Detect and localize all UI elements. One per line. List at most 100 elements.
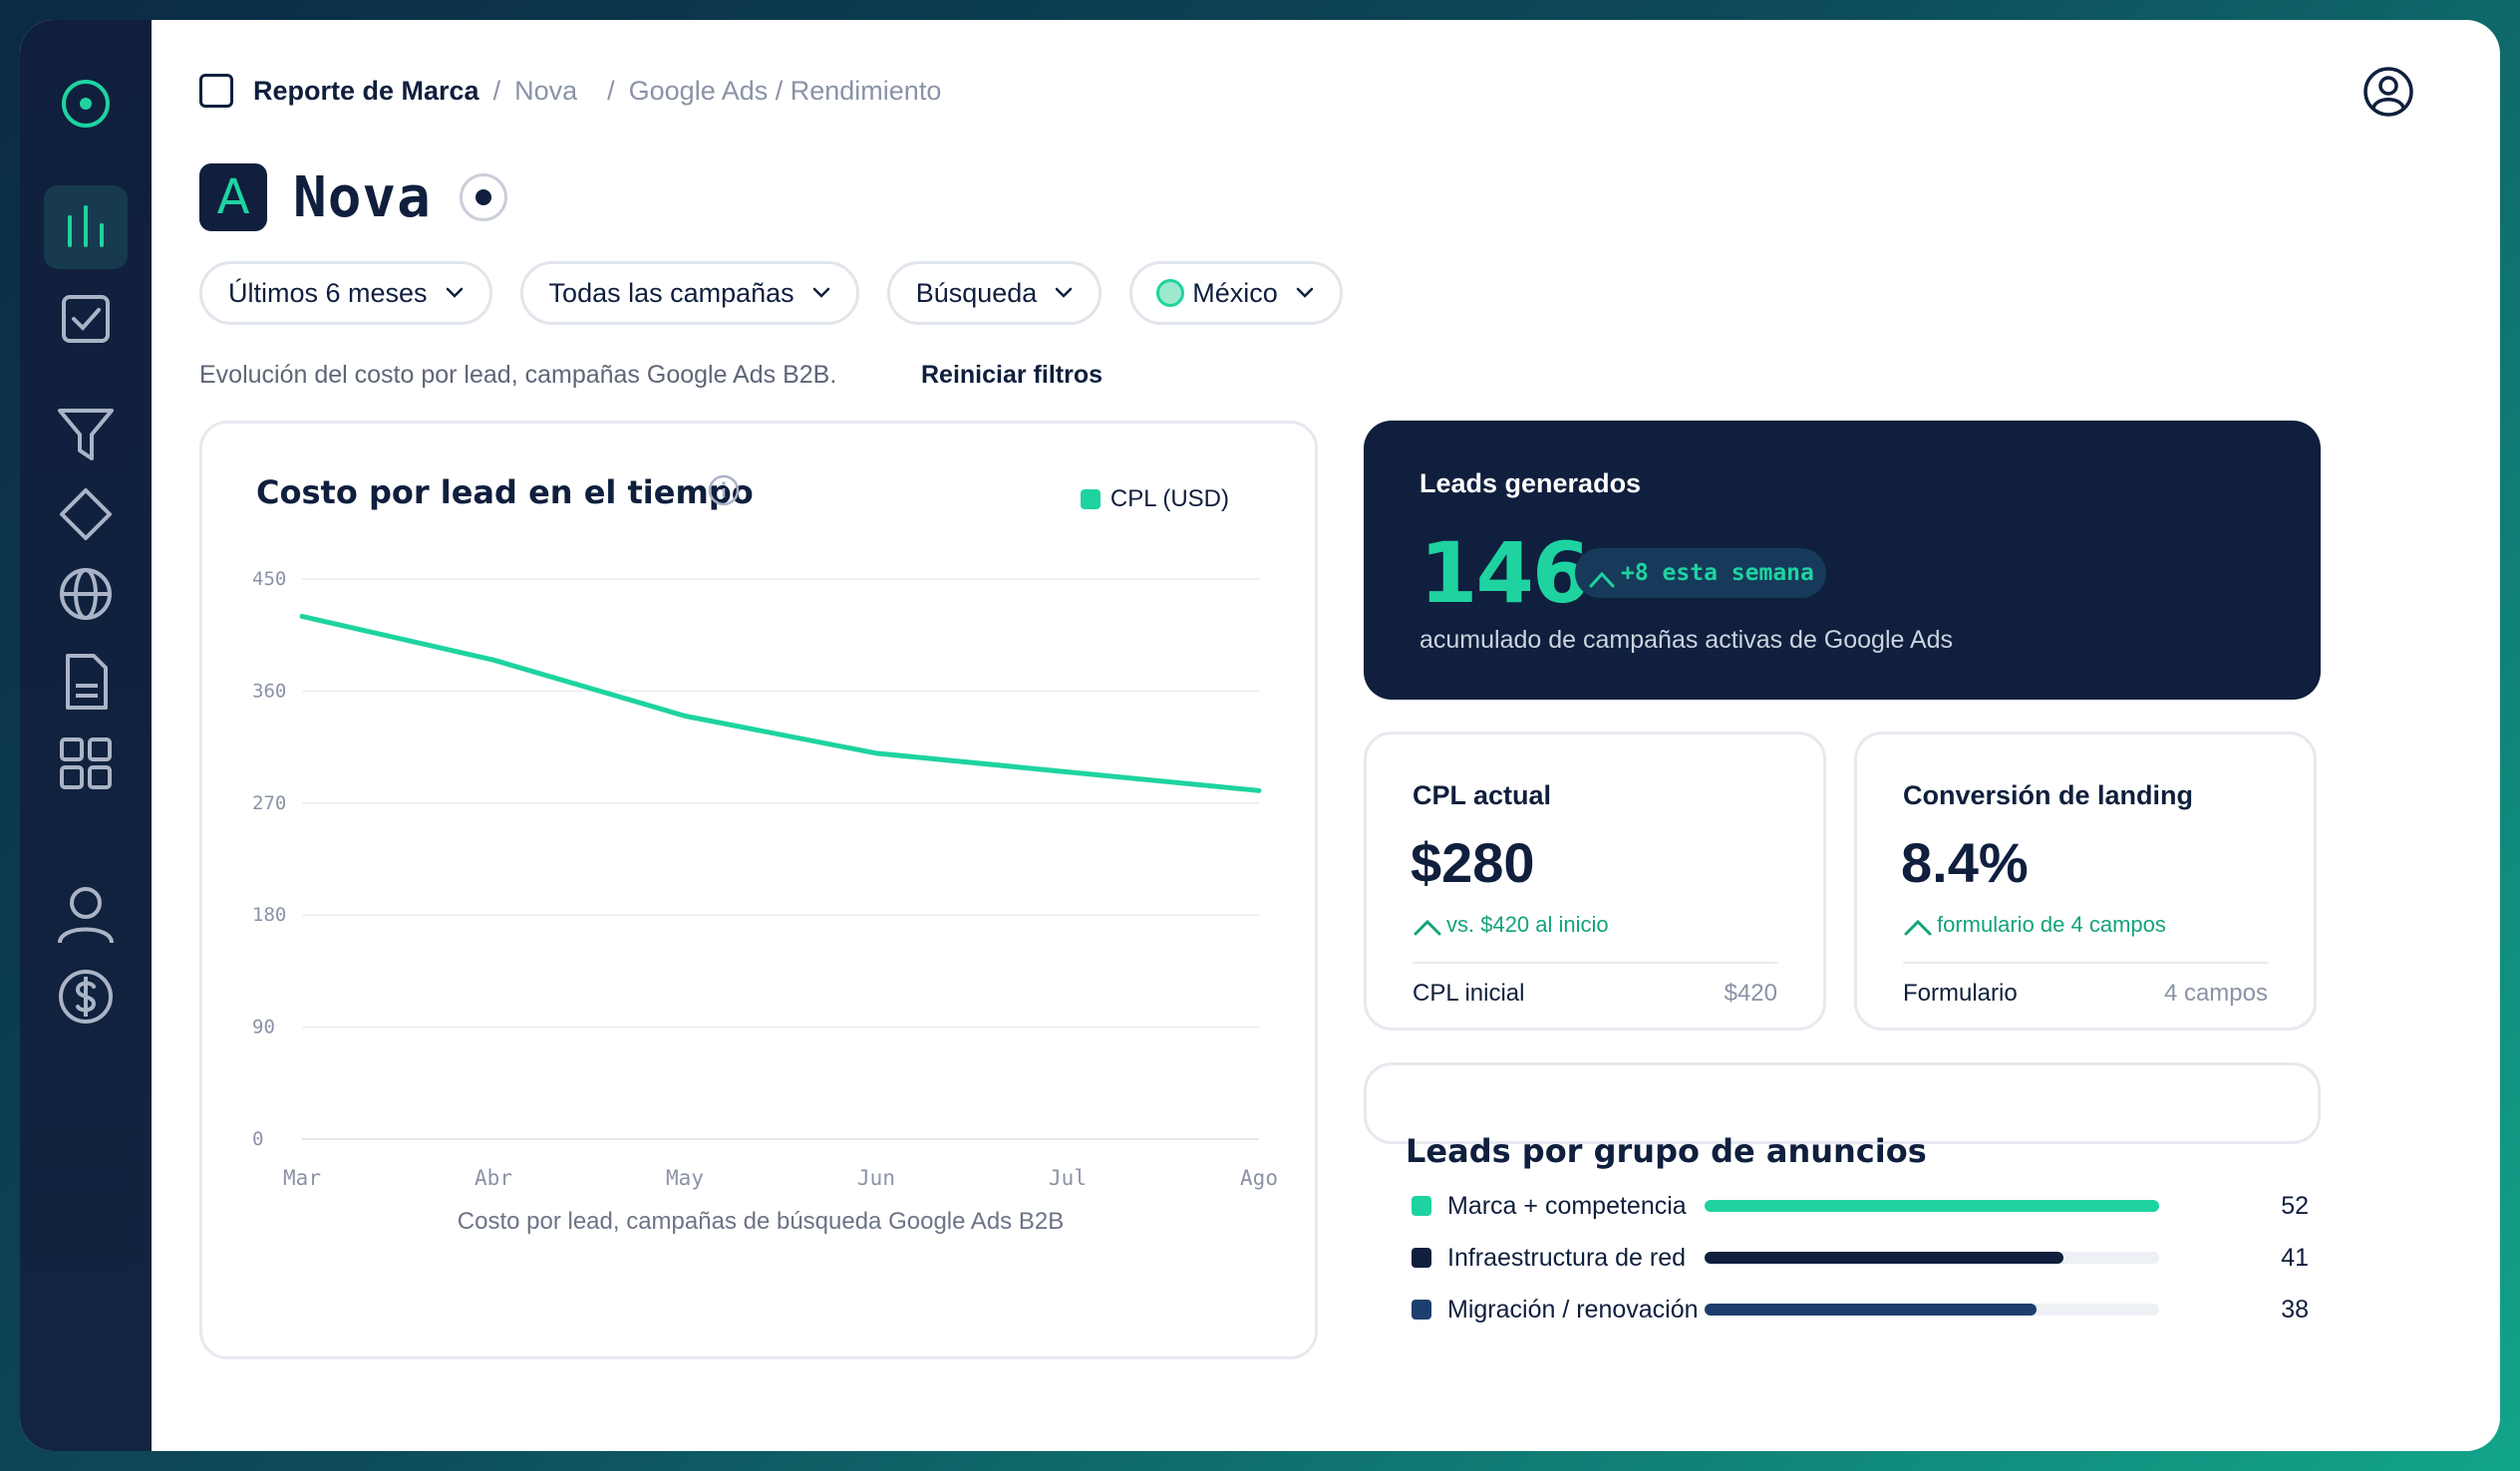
dollar-icon[interactable] (44, 955, 128, 1038)
campaigns-filter-label: Todas las campañas (548, 277, 794, 308)
x-tick-label: Jun (857, 1166, 895, 1190)
y-tick-label: 360 (252, 680, 286, 702)
trend-up-icon (1589, 571, 1615, 588)
kpi-foot-label: CPL inicial (1413, 980, 1525, 1007)
kpi-label: Conversión de landing (1903, 780, 2194, 810)
main-content: Reporte de Marca / Nova / Google Ads / R… (152, 20, 2500, 1451)
cpl-chart-card: 0 90 180 270 360 450 Mar Abr May Jun Jul Ago Costo p… (199, 421, 1318, 1359)
period-filter-label: Últimos 6 meses (228, 277, 428, 308)
group-bar-fill (1705, 1252, 2063, 1264)
legend-label: CPL (USD) (1109, 485, 1229, 512)
account-icon[interactable] (2362, 66, 2414, 118)
divider (1413, 962, 1777, 964)
user-icon[interactable] (44, 873, 128, 957)
breadcrumb-item-google-ads[interactable]: Google Ads / Rendimiento (628, 75, 942, 106)
ad-group-row: Marca + competencia 52 (1412, 1186, 2309, 1226)
status-dot-icon (474, 189, 491, 205)
page-title: Nova (293, 164, 432, 230)
group-bar-track (1705, 1252, 2159, 1264)
group-swatch (1412, 1196, 1431, 1216)
y-tick-label: 270 (252, 792, 286, 814)
funnel-icon[interactable] (44, 393, 128, 476)
info-icon[interactable] (707, 473, 741, 507)
chevron-down-icon (1296, 287, 1314, 298)
kpi-foot-label: Formulario (1903, 980, 2018, 1007)
trend-up-icon (1414, 919, 1441, 936)
status-toggle[interactable] (459, 173, 507, 221)
x-tick-label: May (666, 1166, 704, 1190)
filter-description: Evolución del costo por lead, campañas G… (199, 361, 837, 389)
breadcrumb-separator: / (607, 75, 615, 106)
network-filter-label: Búsqueda (915, 277, 1038, 308)
kpi-value: $280 (1411, 831, 1535, 894)
grid-icon[interactable] (44, 722, 128, 805)
sidebar (20, 20, 152, 1451)
group-swatch (1412, 1248, 1431, 1268)
leads-label: Leads generados (1419, 468, 1642, 498)
brand-logo: A (199, 163, 267, 231)
chevron-down-icon (446, 287, 463, 298)
reset-filters-button[interactable]: Reiniciar filtros (921, 361, 1102, 389)
kpi-trend-text: vs. $420 al inicio (1446, 912, 1609, 937)
kpi-trend-text: formulario de 4 campos (1937, 912, 2166, 937)
legend-swatch (1080, 489, 1101, 509)
leads-subtitle: acumulado de campañas activas de Google … (1419, 626, 1954, 654)
group-bar-fill (1705, 1200, 2159, 1212)
kpi-value: 8.4% (1901, 831, 2029, 894)
cpl-line-chart: 0 90 180 270 360 450 Mar Abr May Jun Jul Ago Costo p… (252, 568, 1278, 1235)
network-filter[interactable]: Búsqueda (886, 261, 1102, 325)
chevron-down-icon (812, 287, 829, 298)
ad-groups-title: Leads por grupo de anuncios (1406, 1132, 1927, 1170)
ad-group-row: Migración / renovación 38 (1412, 1290, 2309, 1329)
campaigns-filter[interactable]: Todas las campañas (519, 261, 859, 325)
kpi-foot-value: 4 campos (2163, 980, 2268, 1007)
chart-title: Costo por lead en el tiempo (256, 473, 754, 511)
leads-weekly-badge: +8 esta semana (1575, 548, 1826, 598)
kpi-foot-value: $420 (1724, 980, 1777, 1007)
group-bar-fill (1705, 1304, 2038, 1316)
chart-legend: CPL (USD) (1080, 485, 1229, 513)
period-filter[interactable]: Últimos 6 meses (199, 261, 492, 325)
filter-bar: Últimos 6 meses Todas las campañas Búsqu… (199, 261, 1343, 325)
chevron-down-icon (1056, 287, 1073, 298)
group-value: 38 (2281, 1295, 2309, 1324)
diamond-icon[interactable] (44, 472, 128, 556)
country-flag-icon (1156, 279, 1185, 307)
group-bar-track (1705, 1200, 2159, 1212)
bar-chart-icon[interactable] (44, 185, 128, 269)
breadcrumb: Reporte de Marca / Nova / Google Ads / R… (199, 74, 941, 108)
globe-icon[interactable] (44, 552, 128, 636)
chart-caption: Costo por lead, campañas de búsqueda Goo… (458, 1208, 1064, 1235)
page-header: A Nova (199, 163, 507, 231)
kpi-trend: vs. $420 al inicio (1413, 912, 1609, 938)
group-value: 41 (2281, 1243, 2309, 1272)
kpi-label: CPL actual (1413, 780, 1552, 810)
y-tick-label: 450 (252, 568, 286, 590)
kpi-card-conversion: Conversión de landing 8.4% formulario de… (1854, 732, 2317, 1030)
breadcrumb-separator: / (492, 75, 501, 106)
target-icon[interactable] (44, 62, 128, 146)
ad-groups-card (1364, 1062, 2321, 1144)
group-label: Migración / renovación (1447, 1295, 1699, 1324)
leads-card: Leads generados 146 +8 esta semana acumu… (1364, 421, 2321, 700)
leads-value: 146 (1419, 524, 1590, 622)
country-filter-label: México (1192, 277, 1278, 308)
breadcrumb-item-nova[interactable]: Nova (514, 75, 578, 106)
select-checkbox[interactable] (199, 74, 233, 108)
group-swatch (1412, 1300, 1431, 1320)
y-tick-label: 90 (252, 1017, 275, 1038)
breadcrumb-item-report[interactable]: Reporte de Marca (253, 75, 479, 106)
group-bar-track (1705, 1304, 2159, 1316)
group-label: Infraestructura de red (1447, 1243, 1687, 1272)
divider (1903, 962, 2268, 964)
document-icon[interactable] (44, 640, 128, 724)
checkbox-icon[interactable] (44, 277, 128, 361)
trend-up-icon (1904, 919, 1932, 936)
country-filter[interactable]: México (1129, 261, 1343, 325)
ad-group-row: Infraestructura de red 41 (1412, 1238, 2309, 1278)
x-tick-label: Abr (474, 1166, 512, 1190)
leads-badge-text: +8 esta semana (1621, 560, 1814, 586)
group-label: Marca + competencia (1447, 1191, 1687, 1220)
app-window: Reporte de Marca / Nova / Google Ads / R… (20, 20, 2500, 1451)
kpi-trend: formulario de 4 campos (1903, 912, 2166, 938)
